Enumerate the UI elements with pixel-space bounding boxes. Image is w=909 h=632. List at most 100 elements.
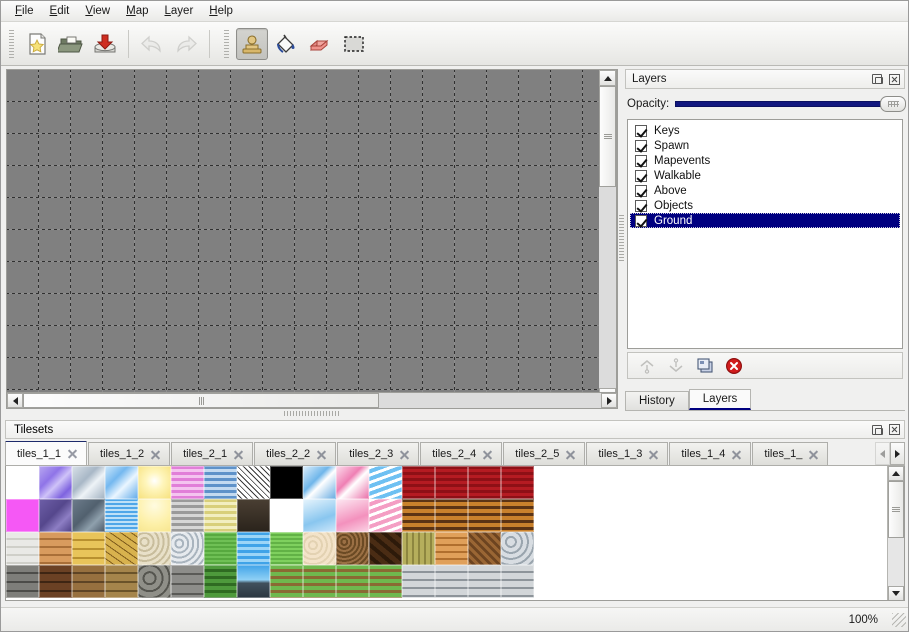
layer-visibility-checkbox[interactable] [635,139,647,152]
tile-purple-crystal[interactable] [39,466,72,499]
tile-grey-stripes[interactable] [171,499,204,532]
tile-grey-brick-wall[interactable] [6,565,39,598]
tile-light-sand[interactable] [303,532,336,565]
eraser-tool-button[interactable] [304,28,336,60]
tileset-tab-tiles_1_2[interactable]: tiles_1_2 [88,442,171,465]
tools-drag-handle[interactable] [222,29,231,58]
layer-visibility-checkbox[interactable] [635,124,647,137]
tile-grey-crystal[interactable] [72,466,105,499]
close-tab-icon[interactable] [316,449,327,460]
tile-brown-gravel[interactable] [336,532,369,565]
move-layer-up-button[interactable] [637,356,656,375]
tile-wood-planks[interactable] [468,499,501,532]
tile-blue-stripes[interactable] [204,466,237,499]
layer-visibility-checkbox[interactable] [635,154,647,167]
tile-grey-plank-wall[interactable] [468,565,501,598]
tileset-view[interactable] [5,466,905,601]
tile-mossy-grass[interactable] [204,565,237,598]
tile-red-carpet[interactable] [402,466,435,499]
tile-yellow-stripes[interactable] [204,499,237,532]
scroll-left-button[interactable] [7,393,23,408]
layer-row[interactable]: Above [630,183,900,198]
tile-green-grass[interactable] [204,532,237,565]
tile-brown-herringbone[interactable] [468,532,501,565]
tileset-tab-tiles_1_1[interactable]: tiles_1_1 [5,441,88,465]
toolbar-drag-handle[interactable] [7,29,16,58]
resize-grip-icon[interactable] [892,613,906,627]
tile-grey-plank-wall[interactable] [501,565,534,598]
horizontal-splitter[interactable] [6,410,618,417]
tile-bright-grass[interactable] [270,532,303,565]
tile-wood-planks[interactable] [435,499,468,532]
close-tab-icon[interactable] [648,449,659,460]
tile-yellow-glow[interactable] [138,466,171,499]
layer-row[interactable]: Ground [630,213,900,228]
close-tab-icon[interactable] [482,449,493,460]
tile-pink-stripes[interactable] [171,466,204,499]
new-map-button[interactable] [21,28,53,60]
tile-pink-ribbon[interactable] [369,499,402,532]
tile-dark-plate[interactable] [237,499,270,532]
menu-edit[interactable]: Edit [42,3,78,19]
scroll-up-button[interactable] [599,70,616,86]
tile-yellow-glow-soft[interactable] [138,499,171,532]
vertical-splitter[interactable] [618,69,624,409]
close-tab-icon[interactable] [808,449,819,460]
tile-blue-water[interactable] [237,532,270,565]
tile-grey-block-wall[interactable] [171,565,204,598]
tile-grey-pebble[interactable] [171,532,204,565]
tile-sand-pebble[interactable] [138,532,171,565]
tile-blue-ribbon[interactable] [369,466,402,499]
tile-stone-wall[interactable] [138,565,171,598]
fill-tool-button[interactable] [270,28,302,60]
tile-white-cobble[interactable] [6,532,39,565]
slider-handle[interactable] [880,96,907,112]
tile-crop-field[interactable] [303,565,336,598]
open-map-button[interactable] [55,28,87,60]
canvas-vertical-scrollbar[interactable] [599,69,617,405]
tile-purple-crystal-dark[interactable] [39,499,72,532]
layer-row[interactable]: Walkable [630,168,900,183]
tileset-tab-tiles_1_4[interactable]: tiles_1_4 [669,442,752,465]
tile-magenta[interactable] [6,499,39,532]
tile-pink-gem-soft[interactable] [336,499,369,532]
save-map-button[interactable] [89,28,121,60]
tile-blue-crystal-dark[interactable] [105,499,138,532]
layer-row[interactable]: Mapevents [630,153,900,168]
dock-tab-history[interactable]: History [625,391,689,410]
close-tab-icon[interactable] [150,449,161,460]
tileset-tab-tiles_2_1[interactable]: tiles_2_1 [171,442,254,465]
tile-crop-field[interactable] [369,565,402,598]
tile-grey-crystal-dark[interactable] [72,499,105,532]
tile-orange-cobble[interactable] [39,532,72,565]
tile-blue-crystal[interactable] [105,466,138,499]
tile-tan-brick-wall[interactable] [72,565,105,598]
tile-white-lattice[interactable] [237,466,270,499]
tile-wood-planks[interactable] [402,499,435,532]
menu-file[interactable]: File [7,3,42,19]
redo-button[interactable] [170,28,202,60]
tile-sand-brick-wall[interactable] [105,565,138,598]
scroll-right-button[interactable] [601,393,617,408]
layer-row[interactable]: Objects [630,198,900,213]
tileset-vertical-scrollbar[interactable] [887,466,904,600]
move-layer-down-button[interactable] [666,356,685,375]
dock-tab-layers[interactable]: Layers [688,389,752,410]
layer-visibility-checkbox[interactable] [635,169,647,182]
menu-layer[interactable]: Layer [157,3,202,19]
undo-button[interactable] [136,28,168,60]
delete-layer-button[interactable] [724,356,743,375]
close-tab-icon[interactable] [233,449,244,460]
layer-row[interactable]: Spawn [630,138,900,153]
close-tab-icon[interactable] [67,448,78,459]
tile-grey-plank-wall[interactable] [435,565,468,598]
tile-grey-stone-round[interactable] [501,532,534,565]
tileset-tab-tiles_2_3[interactable]: tiles_2_3 [337,442,420,465]
close-tab-icon[interactable] [731,449,742,460]
layer-row[interactable]: Keys [630,123,900,138]
stamp-tool-button[interactable] [236,27,268,60]
duplicate-layer-button[interactable] [695,356,714,375]
close-tab-icon[interactable] [399,449,410,460]
tile-pink-gem[interactable] [336,466,369,499]
tile-blue-gem[interactable] [303,466,336,499]
